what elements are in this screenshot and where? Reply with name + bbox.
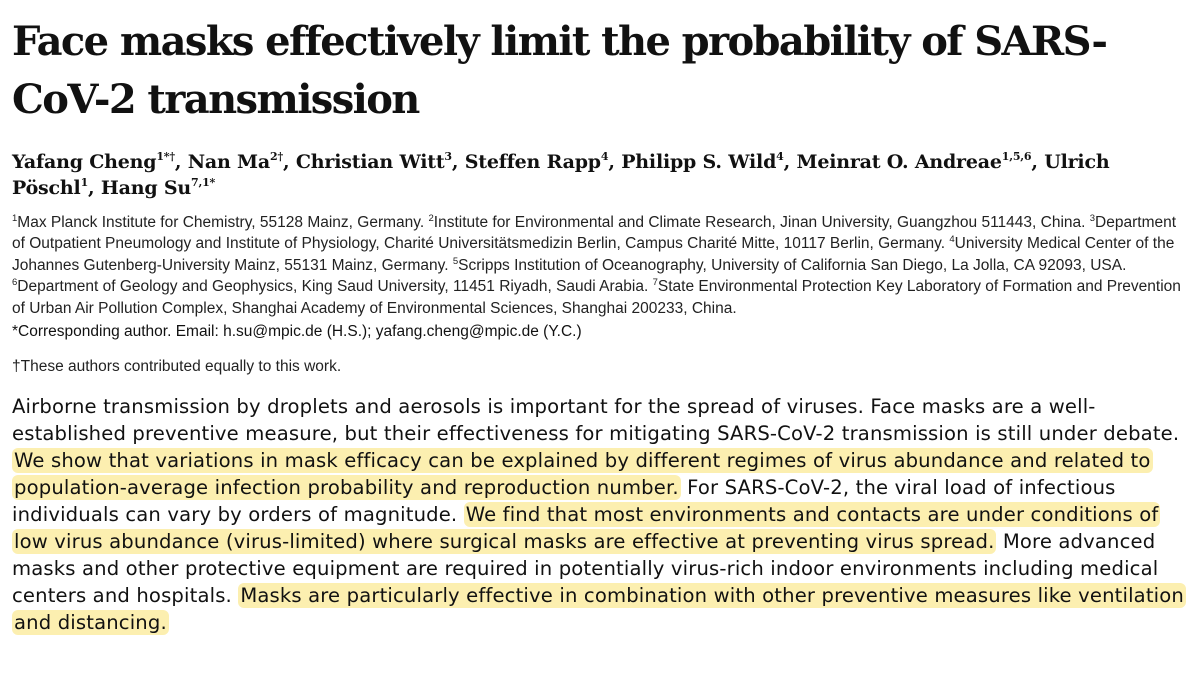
affiliation: 4University Medical Center of the Johann…	[12, 234, 1175, 274]
author: Steffen Rapp4	[464, 149, 609, 173]
equal-contribution-note: †These authors contributed equally to th…	[12, 358, 342, 376]
author: Meinrat O. Andreae1,5,6	[796, 149, 1032, 173]
affiliation: 3Department of Outpatient Pneumology and…	[12, 212, 1177, 253]
author: Hang Su7,1*	[100, 175, 216, 199]
abstract: Airborne transmission by droplets and ae…	[12, 393, 1186, 636]
author: Yafang Cheng1*†	[12, 149, 175, 173]
corresponding-author: *Corresponding author. Email: h.su@mpic.…	[12, 323, 582, 341]
affiliation: 7State Environmental Protection Key Labo…	[12, 277, 1181, 317]
paper-title: Face masks effectively limit the probabi…	[12, 18, 1108, 123]
abstract-text: For SARS-CoV-2, the viral load of infect…	[12, 476, 1116, 527]
author: Nan Ma2†	[187, 149, 283, 173]
abstract-text: More advanced masks and other protective…	[12, 530, 1159, 608]
author: Christian Witt3	[295, 149, 452, 173]
affiliation: 2Institute for Environmental and Climate…	[428, 212, 1086, 231]
author: Ulrich Pöschl1	[12, 151, 1110, 199]
affiliations: 1Max Planck Institute for Chemistry, 551…	[12, 212, 1184, 319]
affiliation: 1Max Planck Institute for Chemistry, 551…	[12, 212, 425, 231]
author: Philipp S. Wild4	[621, 149, 784, 173]
affiliation: 6Department of Geology and Geophysics, K…	[12, 277, 649, 296]
author-list: Yafang Cheng1*†, Nan Ma2†, Christian Wit…	[12, 149, 1110, 199]
affiliation: 5Scripps Institution of Oceanography, Un…	[452, 255, 1127, 274]
abstract-text: Airborne transmission by droplets and ae…	[12, 395, 1180, 446]
